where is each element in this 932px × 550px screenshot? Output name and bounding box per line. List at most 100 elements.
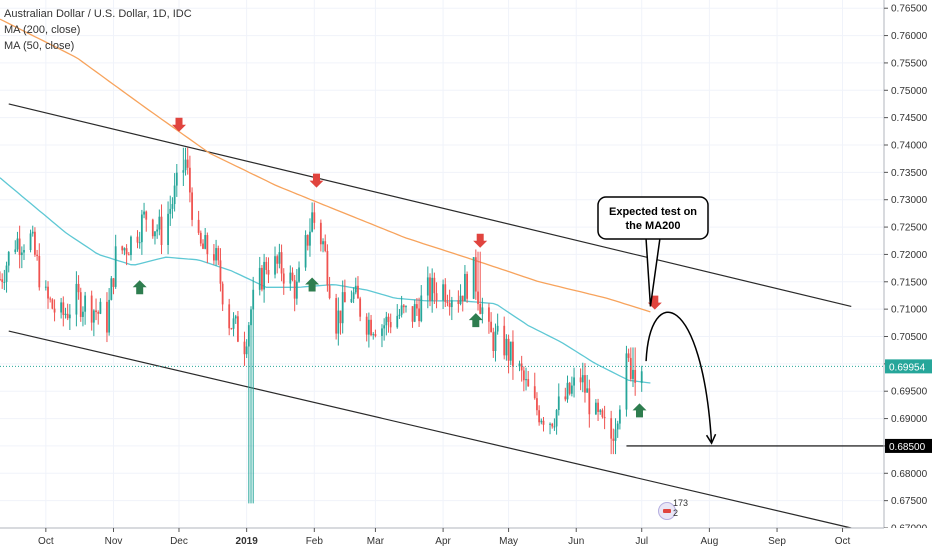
candle-body bbox=[568, 382, 571, 394]
callout-box bbox=[597, 196, 709, 240]
price-tick-label: 0.68000 bbox=[891, 469, 928, 480]
time-tick-label: Nov bbox=[105, 536, 123, 547]
candle-body bbox=[339, 310, 342, 324]
candle-body bbox=[337, 310, 340, 334]
candle-body bbox=[612, 438, 615, 441]
candle-body bbox=[322, 241, 324, 245]
candle-body bbox=[306, 235, 309, 246]
price-tick-label: 0.70500 bbox=[891, 332, 928, 343]
signal-arrows bbox=[132, 117, 662, 418]
candle-body bbox=[319, 222, 322, 245]
candle-body bbox=[53, 308, 56, 313]
candle-body bbox=[426, 277, 429, 296]
candle-body bbox=[31, 231, 34, 234]
candle-body bbox=[614, 429, 617, 441]
candle-body bbox=[293, 280, 296, 299]
candle-body bbox=[579, 377, 582, 383]
time-tick-label: Dec bbox=[170, 536, 188, 547]
candle-body bbox=[555, 410, 558, 427]
candle-body bbox=[106, 301, 108, 333]
candle-body bbox=[0, 279, 1, 281]
price-tick-label: 0.71500 bbox=[891, 277, 928, 288]
time-tick-label: Oct bbox=[835, 536, 851, 547]
candle-body bbox=[38, 255, 41, 288]
candle-body bbox=[396, 315, 399, 328]
candle-body bbox=[385, 316, 388, 326]
price-channel bbox=[8, 103, 852, 529]
price-tick-label: 0.75000 bbox=[891, 86, 928, 97]
candle-body bbox=[402, 305, 405, 308]
candle-body bbox=[632, 369, 634, 379]
candle-body bbox=[490, 321, 493, 333]
candle-body bbox=[464, 273, 466, 302]
candle-body bbox=[217, 248, 220, 261]
candle-body bbox=[199, 232, 202, 244]
arrow-down-icon bbox=[473, 233, 488, 248]
candle-body bbox=[634, 369, 637, 383]
candle-body bbox=[64, 313, 67, 315]
candle-body bbox=[263, 261, 266, 290]
time-tick-label: Aug bbox=[700, 536, 718, 547]
level-price-tag bbox=[885, 438, 932, 453]
candle-body bbox=[370, 319, 372, 336]
candle-body bbox=[158, 216, 161, 230]
arrow-up-icon bbox=[132, 280, 147, 295]
candle-body bbox=[549, 423, 551, 425]
candle-body bbox=[252, 289, 255, 310]
candle-body bbox=[381, 328, 383, 336]
candle-body bbox=[228, 304, 231, 329]
flag-icon bbox=[658, 502, 676, 520]
time-tick-label: Jul bbox=[635, 536, 648, 547]
event-badge[interactable]: 173 2 bbox=[656, 498, 690, 520]
candle-body bbox=[540, 420, 543, 423]
candle-body bbox=[282, 273, 285, 284]
candle-body bbox=[7, 251, 10, 266]
candle-body bbox=[324, 241, 327, 251]
candle-body bbox=[130, 236, 132, 256]
candle-body bbox=[18, 238, 21, 256]
candle-body bbox=[77, 283, 80, 293]
projection-curve bbox=[645, 311, 713, 444]
candle-body bbox=[461, 295, 464, 302]
candle-body bbox=[289, 272, 292, 284]
candlesticks bbox=[0, 147, 643, 504]
candle-body bbox=[466, 273, 469, 299]
candle-body bbox=[95, 310, 97, 313]
candle-body bbox=[278, 252, 281, 264]
price-tick-label: 0.72000 bbox=[891, 250, 928, 261]
price-axis[interactable]: 0.76500 0.76000 0.75500 0.75000 0.74500 0.740… bbox=[883, 0, 932, 550]
candle-body bbox=[389, 322, 392, 328]
ma50-legend-label[interactable]: MA (50, close) bbox=[4, 40, 75, 52]
candle-body bbox=[413, 304, 416, 322]
time-axis[interactable]: Oct Nov Dec 2019 Feb Mar Apr May Jun Jul Aug Sep Oct bbox=[0, 527, 932, 550]
candle-body bbox=[14, 249, 17, 252]
price-tick-label: 0.74500 bbox=[891, 113, 928, 124]
candle-body bbox=[295, 281, 298, 299]
candle-body bbox=[171, 204, 174, 209]
chart-legend: Australian Dollar / U.S. Dollar, 1D, IDC… bbox=[4, 6, 192, 54]
candle-body bbox=[418, 308, 420, 322]
candle-body bbox=[234, 316, 237, 319]
candle-body bbox=[108, 299, 111, 333]
candle-body bbox=[245, 346, 248, 355]
candle-body bbox=[326, 250, 329, 286]
candle-body bbox=[350, 298, 353, 303]
candle-body bbox=[398, 314, 401, 316]
price-tick-label: 0.75500 bbox=[891, 58, 928, 69]
candle-body bbox=[49, 298, 52, 300]
candle-body bbox=[444, 284, 447, 302]
grid bbox=[0, 0, 884, 529]
candle-body bbox=[143, 211, 145, 215]
candle-body bbox=[1, 279, 4, 282]
candle-body bbox=[640, 371, 643, 383]
candle-body bbox=[457, 300, 460, 304]
candle-body bbox=[97, 312, 100, 314]
ma200-legend-label[interactable]: MA (200, close) bbox=[4, 24, 81, 36]
candle-body bbox=[357, 285, 359, 299]
candle-body bbox=[237, 316, 239, 342]
candle-body bbox=[429, 277, 431, 301]
candle-body bbox=[553, 426, 556, 428]
candle-body bbox=[204, 235, 207, 249]
candle-body bbox=[570, 385, 573, 394]
